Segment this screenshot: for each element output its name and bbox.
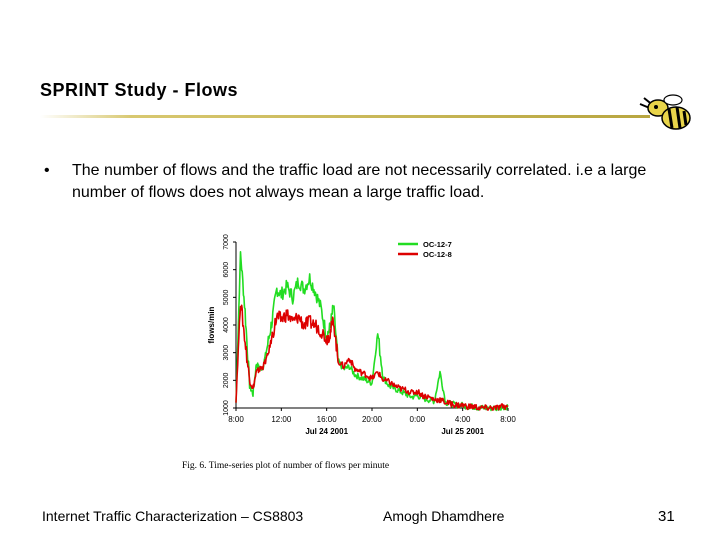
figure-caption: Fig. 6. Time-series plot of number of fl… [182, 460, 389, 471]
x-tick-label: 20:00 [362, 415, 383, 424]
y-tick-label: 2000 [223, 372, 230, 388]
plot-area: 1000 2000 3000 4000 5000 6000 7000 flows/min 8:0… [182, 234, 516, 471]
x-tick-label: 0:00 [410, 415, 426, 424]
y-tick-label: 3000 [223, 345, 230, 361]
x-tick-label: 16:00 [317, 415, 338, 424]
yellow-jacket-bee-logo [639, 94, 691, 130]
legend-label-oc-12-8: OC-12-8 [423, 250, 452, 259]
x-tick-label: 12:00 [271, 415, 292, 424]
x-tick-label: 4:00 [455, 415, 471, 424]
y-axis-label: flows/min [207, 306, 216, 343]
y-tick-label: 4000 [223, 317, 230, 333]
legend-label-oc-12-7: OC-12-7 [423, 240, 452, 249]
y-tick-label: 6000 [223, 262, 230, 278]
x-tick-label: 8:00 [500, 415, 516, 424]
y-tick-label: 5000 [223, 289, 230, 305]
y-tick-label: 7000 [223, 234, 230, 250]
series-line-oc-12-8 [235, 304, 509, 411]
series-line-oc-12-7 [235, 251, 509, 412]
footer-course: Internet Traffic Characterization – CS88… [42, 508, 304, 524]
date-label: Jul 25 2001 [441, 427, 484, 436]
bullet-marker: • [44, 162, 50, 179]
date-label: Jul 24 2001 [305, 427, 348, 436]
y-tick-label: 1000 [223, 400, 230, 416]
x-tick-label: 8:00 [228, 415, 244, 424]
slide-title: SPRINT Study - Flows [40, 80, 239, 100]
footer-author: Amogh Dhamdhere [383, 508, 505, 524]
flows-time-series-chart: 1000 2000 3000 4000 5000 6000 7000 flows/min 8:0… [182, 234, 516, 471]
title-underline [40, 115, 650, 118]
page-number: 31 [658, 508, 675, 525]
bullet-text: The number of flows and the traffic load… [72, 162, 647, 201]
